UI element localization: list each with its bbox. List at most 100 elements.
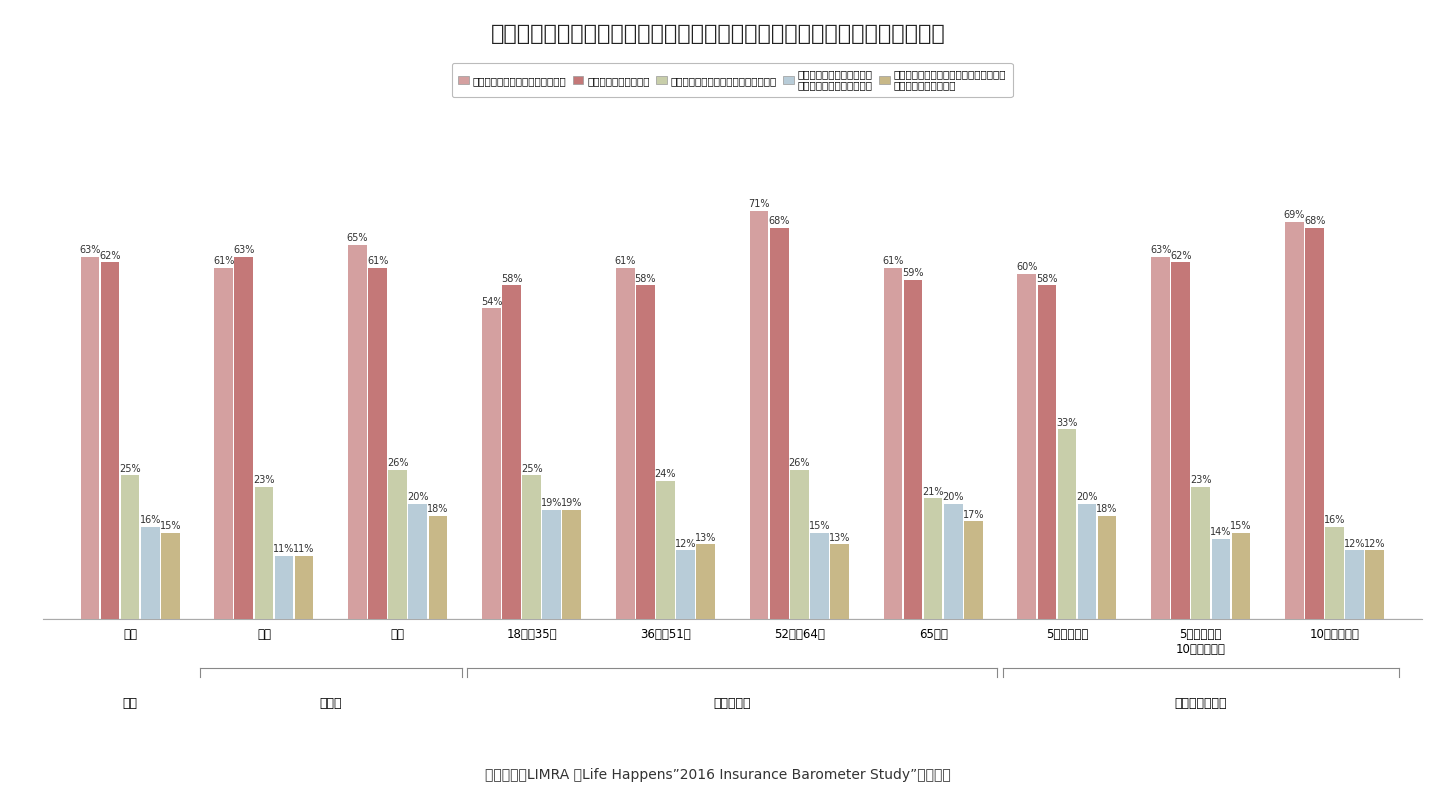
Bar <box>636 285 655 619</box>
Text: 19%: 19% <box>561 498 583 508</box>
Text: 63%: 63% <box>79 245 101 255</box>
Bar <box>943 504 962 619</box>
Text: 14%: 14% <box>1211 527 1232 537</box>
Bar <box>408 504 426 619</box>
Text: 61%: 61% <box>213 256 234 267</box>
Bar <box>830 545 849 619</box>
Bar <box>1366 550 1384 619</box>
Text: 11%: 11% <box>273 544 294 554</box>
Bar <box>790 469 808 619</box>
Text: 男女別: 男女別 <box>320 697 342 710</box>
Bar <box>923 499 942 619</box>
Bar <box>1038 285 1057 619</box>
Text: 総合: 総合 <box>122 697 138 710</box>
Bar <box>254 487 273 619</box>
Text: 25%: 25% <box>521 464 543 474</box>
Text: 16%: 16% <box>139 515 161 526</box>
Bar <box>482 308 501 619</box>
Text: 18%: 18% <box>428 504 448 514</box>
Bar <box>368 268 388 619</box>
Bar <box>810 533 829 619</box>
Text: 21%: 21% <box>922 487 943 497</box>
Text: 68%: 68% <box>768 216 790 226</box>
Bar <box>214 268 233 619</box>
Text: 65%: 65% <box>348 233 369 244</box>
Text: 33%: 33% <box>1057 418 1077 428</box>
Text: 61%: 61% <box>368 256 388 267</box>
Bar <box>388 469 408 619</box>
Bar <box>1325 527 1344 619</box>
Bar <box>750 210 768 619</box>
Bar <box>656 481 675 619</box>
Text: 23%: 23% <box>1190 475 1212 485</box>
Bar <box>676 550 695 619</box>
Bar <box>770 228 788 619</box>
Bar <box>1232 533 1251 619</box>
Bar <box>294 556 313 619</box>
Text: 58%: 58% <box>501 274 523 283</box>
Bar <box>349 245 368 619</box>
Text: 26%: 26% <box>388 458 408 468</box>
Text: 62%: 62% <box>99 251 121 260</box>
Bar <box>964 522 982 619</box>
Text: 15%: 15% <box>1231 521 1252 531</box>
Text: 23%: 23% <box>253 475 274 485</box>
Text: 20%: 20% <box>942 492 964 503</box>
Bar <box>563 510 582 619</box>
Text: 61%: 61% <box>615 256 636 267</box>
Text: 60%: 60% <box>1017 262 1037 272</box>
Text: 61%: 61% <box>882 256 903 267</box>
Bar <box>883 268 902 619</box>
Text: 17%: 17% <box>962 510 984 520</box>
Text: 12%: 12% <box>1344 538 1366 549</box>
Text: 18%: 18% <box>1097 504 1117 514</box>
Text: 63%: 63% <box>1150 245 1172 255</box>
Text: 15%: 15% <box>808 521 830 531</box>
Text: 12%: 12% <box>1364 538 1386 549</box>
Bar <box>161 533 180 619</box>
Bar <box>523 476 541 619</box>
Legend: より多くの個人情報を共有しすぎ, プライバシー上の憸念, 私はジムに行かず予防接種を受けない, 健康で活動的である状態を
維持する自分の能力に憸念, 病気やけが: より多くの個人情報を共有しすぎ, プライバシー上の憸念, 私はジムに行かず予防接… <box>452 63 1012 97</box>
Bar <box>428 516 447 619</box>
Text: 13%: 13% <box>829 533 850 543</box>
Bar <box>1097 516 1116 619</box>
Bar <box>903 279 922 619</box>
Bar <box>1285 222 1304 619</box>
Text: 63%: 63% <box>233 245 254 255</box>
Text: 62%: 62% <box>1170 251 1192 260</box>
Text: 20%: 20% <box>406 492 428 503</box>
Text: 19%: 19% <box>541 498 563 508</box>
Bar <box>1305 228 1324 619</box>
Bar <box>234 256 253 619</box>
Text: （資料）　LIMRA ＆Life Happens”2016 Insurance Barometer Study”より作成: （資料） LIMRA ＆Life Happens”2016 Insurance … <box>485 768 951 782</box>
Bar <box>1057 430 1077 619</box>
Bar <box>141 527 159 619</box>
Text: グラフ５　人々が保険会社と健康情報および活動情報を共有したくない理由: グラフ５ 人々が保険会社と健康情報および活動情報を共有したくない理由 <box>491 24 945 44</box>
Text: 71%: 71% <box>748 198 770 209</box>
Text: 年齢階層別: 年齢階層別 <box>714 697 751 710</box>
Bar <box>80 256 99 619</box>
Bar <box>1212 538 1231 619</box>
Bar <box>101 262 119 619</box>
Text: 世帯年収階層別: 世帯年収階層別 <box>1175 697 1226 710</box>
Text: 16%: 16% <box>1324 515 1346 526</box>
Bar <box>1192 487 1211 619</box>
Text: 12%: 12% <box>675 538 696 549</box>
Text: 59%: 59% <box>902 268 923 278</box>
Bar <box>1018 274 1037 619</box>
Bar <box>543 510 561 619</box>
Text: 58%: 58% <box>1037 274 1058 283</box>
Bar <box>274 556 293 619</box>
Text: 24%: 24% <box>655 469 676 480</box>
Bar <box>696 545 715 619</box>
Text: 11%: 11% <box>293 544 314 554</box>
Text: 69%: 69% <box>1284 210 1305 221</box>
Bar <box>616 268 635 619</box>
Bar <box>121 476 139 619</box>
Text: 54%: 54% <box>481 297 503 306</box>
Text: 58%: 58% <box>635 274 656 283</box>
Text: 68%: 68% <box>1304 216 1325 226</box>
Text: 25%: 25% <box>119 464 141 474</box>
Bar <box>1077 504 1097 619</box>
Bar <box>1346 550 1364 619</box>
